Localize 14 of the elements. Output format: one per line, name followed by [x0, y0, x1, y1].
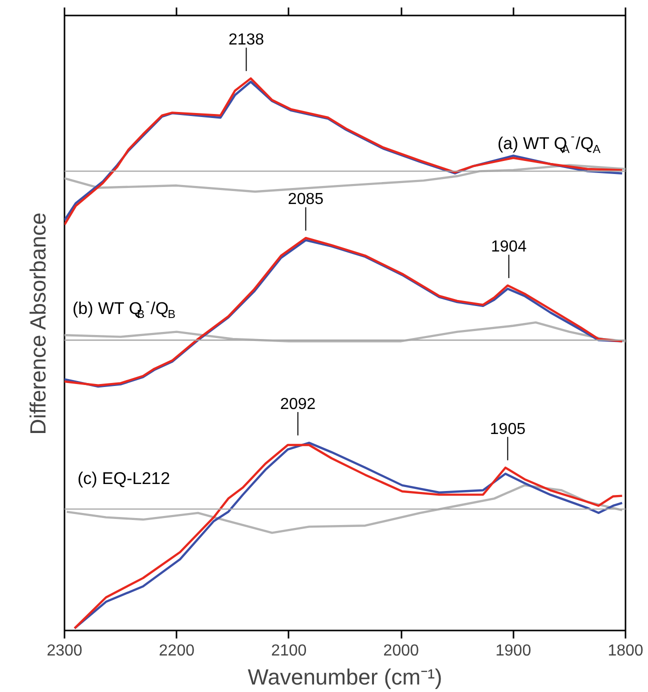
x-tick-label: 1900 [496, 642, 532, 660]
x-axis-title: Wavenumber (cm⁻¹) [248, 664, 442, 690]
x-tick-label: 1800 [608, 642, 644, 660]
y-axis-title: Difference Absorbance [26, 212, 50, 435]
annotation: 2085 [288, 191, 324, 208]
annotation: 1905 [490, 420, 526, 438]
annotation: 2092 [280, 396, 316, 413]
x-tick-label: 2000 [383, 642, 419, 660]
annotation: (c) EQ-L212 [78, 469, 170, 488]
annotation: 1904 [491, 238, 527, 256]
x-tick-label: 2200 [158, 642, 195, 660]
x-tick-label: 2100 [271, 642, 307, 660]
x-tick-label: 2300 [46, 642, 82, 660]
annotation: 2138 [228, 32, 264, 49]
